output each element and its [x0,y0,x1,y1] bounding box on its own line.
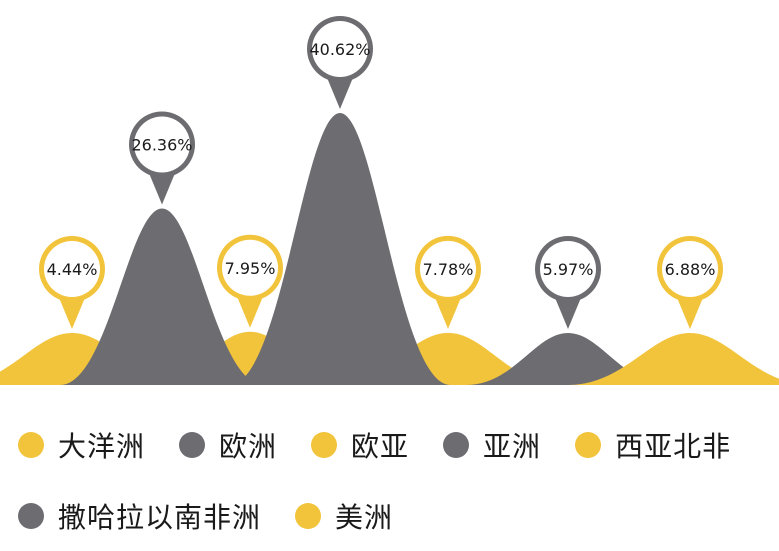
legend-item-eurasia: 欧亚 [311,425,409,465]
legend-dot-icon [295,503,322,529]
legend-dot-icon [443,432,470,458]
value-label: 5.97% [543,260,594,279]
legend-label: 亚洲 [483,430,542,463]
legend-row-2: 撒哈拉以南非洲 美洲 [18,496,427,536]
legend-dot-icon [179,432,206,458]
distribution-chart: 4.44% 26.36% 7.95% 40.62% 7.78% 5.97% 6.88% [0,16,779,385]
legend-row-1: 大洋洲 欧洲 欧亚 亚洲 西亚北非 [18,425,731,465]
legend-item-west-asia-north-africa: 西亚北非 [575,425,731,465]
value-label: 4.44% [47,260,98,279]
legend-dot-icon [18,432,44,458]
value-pin: 4.44% [39,236,105,329]
legend-label: 西亚北非 [615,430,732,463]
legend-dot-icon [311,432,338,458]
value-label: 26.36% [131,135,192,154]
value-label: 40.62% [309,40,370,59]
legend-item-europe: 欧洲 [179,425,277,465]
peak-area [229,113,451,385]
value-pin: 5.97% [535,236,601,329]
legend-item-americas: 美洲 [295,496,393,536]
value-pin: 6.88% [657,236,723,329]
value-label: 6.88% [665,260,716,279]
legend-label: 欧亚 [351,430,410,463]
value-pin: 26.36% [129,111,195,205]
legend-label: 欧洲 [219,430,278,463]
legend-dot-icon [575,432,602,458]
legend-label: 撒哈拉以南非洲 [58,501,262,534]
legend-dot-icon [18,503,44,529]
legend-label: 大洋洲 [58,430,146,463]
value-label: 7.95% [225,259,276,278]
legend-item-sub-saharan-africa: 撒哈拉以南非洲 [18,496,261,536]
legend-label: 美洲 [335,501,394,534]
peak-area [60,208,264,385]
peak-area [567,333,779,385]
value-pin: 7.78% [415,235,481,329]
value-label: 7.78% [423,260,474,279]
value-pin: 7.95% [217,234,283,328]
value-pin: 40.62% [307,16,373,109]
legend-item-asia: 亚洲 [443,425,541,465]
legend-item-oceania: 大洋洲 [18,425,145,465]
